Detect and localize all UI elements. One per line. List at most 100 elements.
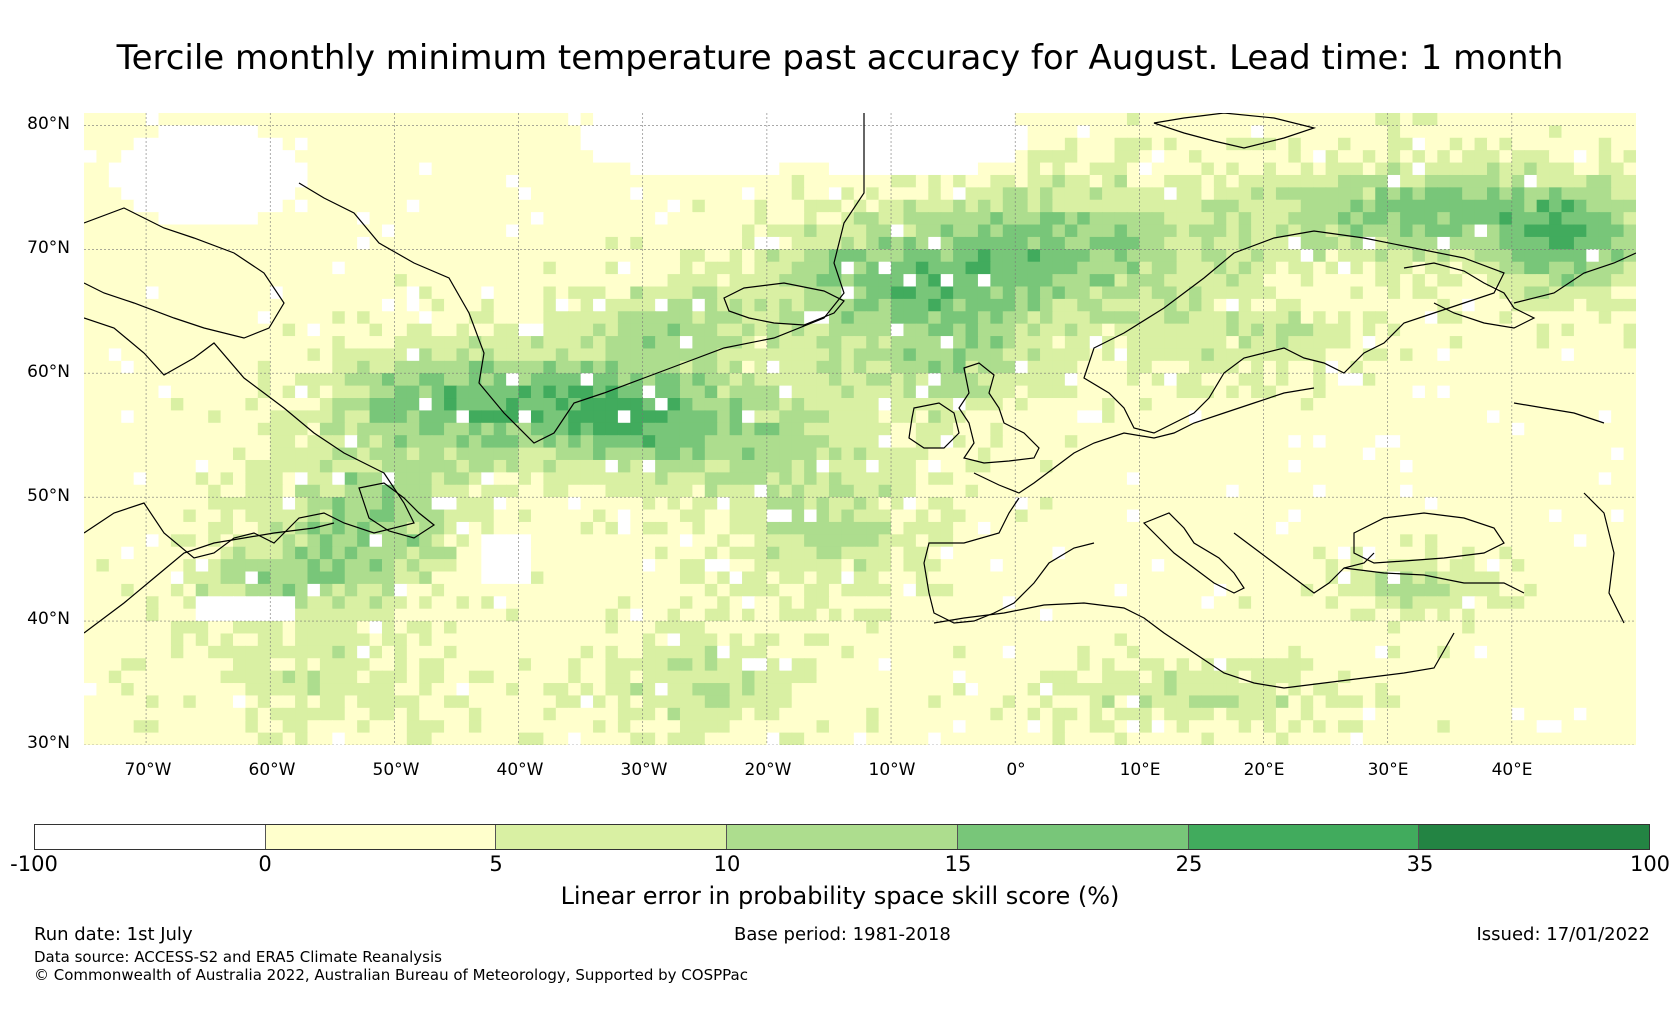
skill-cell <box>1561 150 1575 164</box>
skill-cell <box>1263 113 1277 126</box>
skill-cell <box>878 162 892 176</box>
skill-cell <box>1536 472 1550 486</box>
skill-cell <box>1077 348 1091 362</box>
skill-cell <box>1015 162 1029 176</box>
skill-cell <box>1313 336 1327 350</box>
skill-cell <box>1474 125 1488 139</box>
skill-cell <box>1325 212 1339 226</box>
skill-cell <box>1077 447 1091 461</box>
skill-cell <box>1176 459 1190 473</box>
skill-cell <box>1561 373 1575 387</box>
skill-cell <box>568 385 582 399</box>
skill-cell <box>257 472 271 486</box>
skill-cell <box>1089 398 1103 412</box>
skill-cell <box>1387 174 1401 188</box>
skill-cell <box>208 125 222 139</box>
skill-cell <box>692 534 706 548</box>
skill-cell <box>804 286 818 300</box>
skill-cell <box>1462 521 1476 535</box>
skill-cell <box>431 187 445 201</box>
skill-cell <box>1350 373 1364 387</box>
skill-cell <box>1375 249 1389 263</box>
skill-cell <box>990 385 1004 399</box>
skill-cell <box>1300 187 1314 201</box>
skill-cell <box>1611 336 1625 350</box>
skill-cell <box>1536 236 1550 250</box>
skill-cell <box>1102 435 1116 449</box>
skill-cell <box>965 348 979 362</box>
skill-cell <box>1598 199 1612 213</box>
skill-cell <box>1623 459 1636 473</box>
skill-cell <box>1201 261 1215 275</box>
skill-cell <box>866 286 880 300</box>
skill-cell <box>605 583 619 597</box>
skill-cell <box>1424 571 1438 585</box>
skill-cell <box>1313 224 1327 238</box>
skill-cell <box>1561 571 1575 585</box>
skill-cell <box>1002 125 1016 139</box>
skill-cell <box>1474 298 1488 312</box>
skill-cell <box>1052 150 1066 164</box>
skill-cell <box>158 187 172 201</box>
skill-cell <box>630 261 644 275</box>
skill-cell <box>791 583 805 597</box>
skill-cell <box>1412 447 1426 461</box>
skill-cell <box>704 286 718 300</box>
skill-cell <box>630 137 644 151</box>
skill-cell <box>1077 521 1091 535</box>
skill-cell <box>1201 497 1215 511</box>
skill-cell <box>518 509 532 523</box>
skill-cell <box>1586 348 1600 362</box>
skill-cell <box>1052 236 1066 250</box>
skill-cell <box>990 435 1004 449</box>
skill-cell <box>456 274 470 288</box>
skill-cell <box>381 311 395 325</box>
skill-cell <box>605 596 619 610</box>
skill-cell <box>940 125 954 139</box>
skill-cell <box>257 212 271 226</box>
skill-cell <box>667 187 681 201</box>
skill-cell <box>1400 435 1414 449</box>
skill-cell <box>1586 509 1600 523</box>
skill-cell <box>580 174 594 188</box>
skill-cell <box>121 559 135 573</box>
skill-cell <box>1449 546 1463 560</box>
skill-cell <box>1077 534 1091 548</box>
skill-cell <box>940 447 954 461</box>
skill-cell <box>1015 274 1029 288</box>
skill-cell <box>1002 459 1016 473</box>
skill-cell <box>220 410 234 424</box>
skill-cell <box>1437 596 1451 610</box>
skill-cell <box>1201 398 1215 412</box>
skill-cell <box>1598 472 1612 486</box>
skill-cell <box>617 323 631 337</box>
skill-cell <box>245 509 259 523</box>
skill-cell <box>332 410 346 424</box>
skill-cell <box>965 596 979 610</box>
skill-cell <box>1586 150 1600 164</box>
skill-cell <box>1424 261 1438 275</box>
skill-cell <box>1375 174 1389 188</box>
skill-cell <box>1189 162 1203 176</box>
skill-cell <box>779 459 793 473</box>
skill-cell <box>853 249 867 263</box>
skill-cell <box>1412 360 1426 374</box>
skill-cell <box>1164 336 1178 350</box>
skill-cell <box>220 398 234 412</box>
skill-cell <box>1176 323 1190 337</box>
skill-cell <box>530 534 544 548</box>
skill-cell <box>779 236 793 250</box>
skill-cell <box>593 323 607 337</box>
skill-cell <box>642 422 656 436</box>
skill-cell <box>667 422 681 436</box>
skill-cell <box>1424 459 1438 473</box>
skill-cell <box>729 224 743 238</box>
skill-cell <box>319 125 333 139</box>
skill-cell <box>1300 274 1314 288</box>
skill-cell <box>1437 484 1451 498</box>
skill-cell <box>1400 497 1414 511</box>
skill-cell <box>891 410 905 424</box>
skill-cell <box>1412 410 1426 424</box>
skill-cell <box>1114 212 1128 226</box>
skill-cell <box>791 199 805 213</box>
